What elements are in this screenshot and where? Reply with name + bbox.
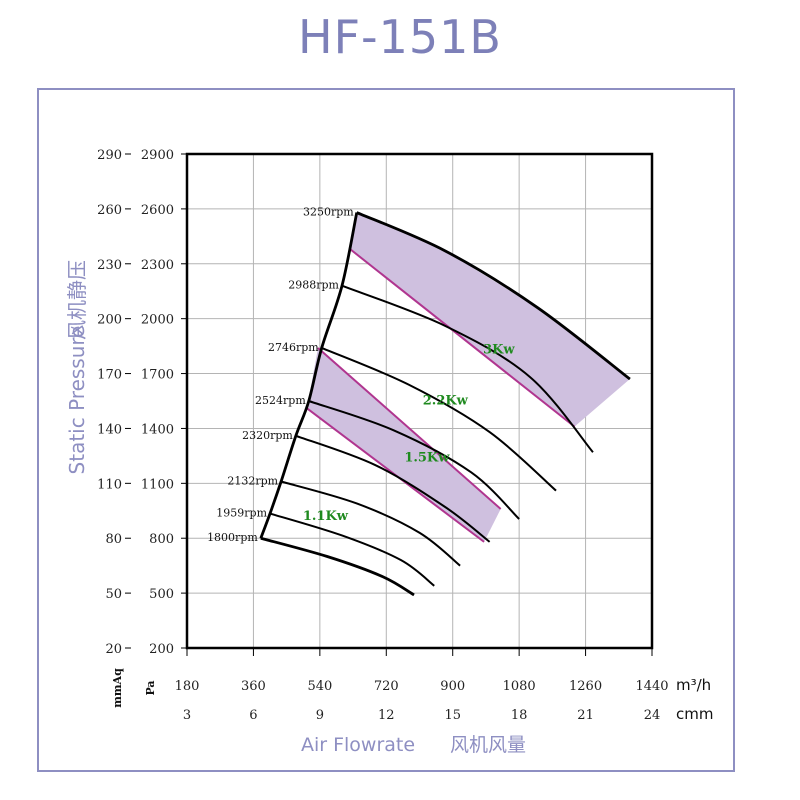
x-tick-label-m3h: 540 [307, 679, 332, 694]
rpm-label-2524rpm: 2524rpm [255, 394, 306, 407]
rpm-curve-2320rpm [295, 434, 491, 543]
rpm-curves [259, 211, 631, 597]
y-tick-label-mmaq: 110 [97, 477, 122, 492]
y-tick-label-pa: 500 [149, 587, 174, 602]
y-tick-label-pa: 200 [149, 642, 174, 657]
rpm-label-2746rpm: 2746rpm [268, 341, 319, 354]
rpm-curve-2524rpm [308, 400, 520, 520]
boundary-bottom [260, 536, 415, 597]
plot-area-border [185, 152, 654, 650]
rpm-label-1800rpm: 1800rpm [207, 531, 258, 544]
power-band-1.5Kw [306, 347, 501, 542]
rpm-label-2320rpm: 2320rpm [242, 429, 293, 442]
rpm-label-3250rpm: 3250rpm [303, 206, 354, 219]
y-tick-label-pa: 1400 [141, 422, 174, 437]
y-tick-label-pa: 1100 [141, 477, 174, 492]
rpm-curve-1959rpm [269, 512, 435, 587]
y-tick-label-mmaq: 290 [97, 148, 122, 163]
x-axis-title-cn: 风机风量 [450, 734, 526, 756]
x-tick-label-cmm: 12 [378, 708, 395, 723]
rpm-curve-2988rpm [341, 284, 594, 453]
x-tick-label-cmm: 6 [249, 708, 257, 723]
power-label-2.2Kw: 2.2Kw [423, 394, 469, 409]
x-tick-label-m3h: 1260 [569, 679, 602, 694]
rpm-curve-2132rpm [280, 480, 461, 567]
x-unit-cmm: cmm [676, 705, 713, 723]
y-tick-label-pa: 2300 [141, 258, 174, 273]
y-tick-label-mmaq: 140 [97, 422, 122, 437]
power-label-3Kw: 3Kw [483, 342, 515, 357]
x-tick-label-cmm: 24 [644, 708, 661, 723]
chart-labels: 1800rpm 1959rpm 2132rpm 2320rpm 2524rpm 2746r… [207, 206, 515, 545]
page-title: HF-151B [297, 10, 502, 64]
x-tick-label-cmm: 15 [444, 708, 461, 723]
boundary-left [259, 212, 359, 539]
power-label-1.5Kw: 1.5Kw [404, 450, 450, 465]
y-tick-label-mmaq: 20 [105, 642, 122, 657]
rpm-curve-1800rpm [260, 537, 415, 596]
rpm-curve-2746rpm [321, 347, 557, 492]
y-tick-label-mmaq: 80 [105, 532, 122, 547]
x-axis-title: Air Flowrate [301, 734, 415, 756]
y-tick-label-pa: 800 [149, 532, 174, 547]
x-tick-label-cmm: 18 [511, 708, 528, 723]
rpm-label-2132rpm: 2132rpm [227, 475, 278, 488]
y-tick-label-pa: 2000 [141, 313, 174, 328]
y-tick-label-pa: 2900 [141, 148, 174, 163]
power-band-edge [317, 347, 502, 510]
boundary-top [356, 211, 631, 381]
chart-frame [37, 88, 735, 772]
power-label-1.1Kw: 1.1Kw [303, 509, 349, 524]
x-unit-m3h: m³/h [676, 676, 711, 694]
y-tick-label-mmaq: 50 [105, 587, 122, 602]
x-tick-label-m3h: 720 [374, 679, 399, 694]
power-band-edge [349, 248, 576, 428]
y-tick-label-mmaq: 200 [97, 313, 122, 328]
x-tick-label-m3h: 1440 [635, 679, 668, 694]
x-tick-label-m3h: 1080 [503, 679, 536, 694]
x-tick-label-m3h: 360 [241, 679, 266, 694]
y-tick-label-mmaq: 170 [97, 368, 122, 383]
y-tick-label-mmaq: 260 [97, 203, 122, 218]
x-tick-label-m3h: 180 [175, 679, 200, 694]
y-tick-label-pa: 2600 [141, 203, 174, 218]
power-band-3Kw [350, 212, 630, 427]
x-tick-label-cmm: 21 [577, 708, 594, 723]
y-axis-title-cn: 风机静压 [65, 260, 89, 340]
rpm-label-2988rpm: 2988rpm [288, 279, 339, 292]
rpm-label-1959rpm: 1959rpm [216, 507, 267, 520]
x-tick-label-m3h: 900 [440, 679, 465, 694]
y-tick-label-mmaq: 230 [97, 258, 122, 273]
y-tick-label-pa: 1700 [141, 368, 174, 383]
y-unit-pa: Pa [144, 680, 157, 695]
x-tick-label-cmm: 9 [316, 708, 324, 723]
y-unit-mmaq: mmAq [111, 668, 124, 708]
power-bands [306, 212, 630, 543]
x-tick-label-cmm: 3 [183, 708, 191, 723]
y-axis-title: Static Pressure [65, 326, 89, 475]
